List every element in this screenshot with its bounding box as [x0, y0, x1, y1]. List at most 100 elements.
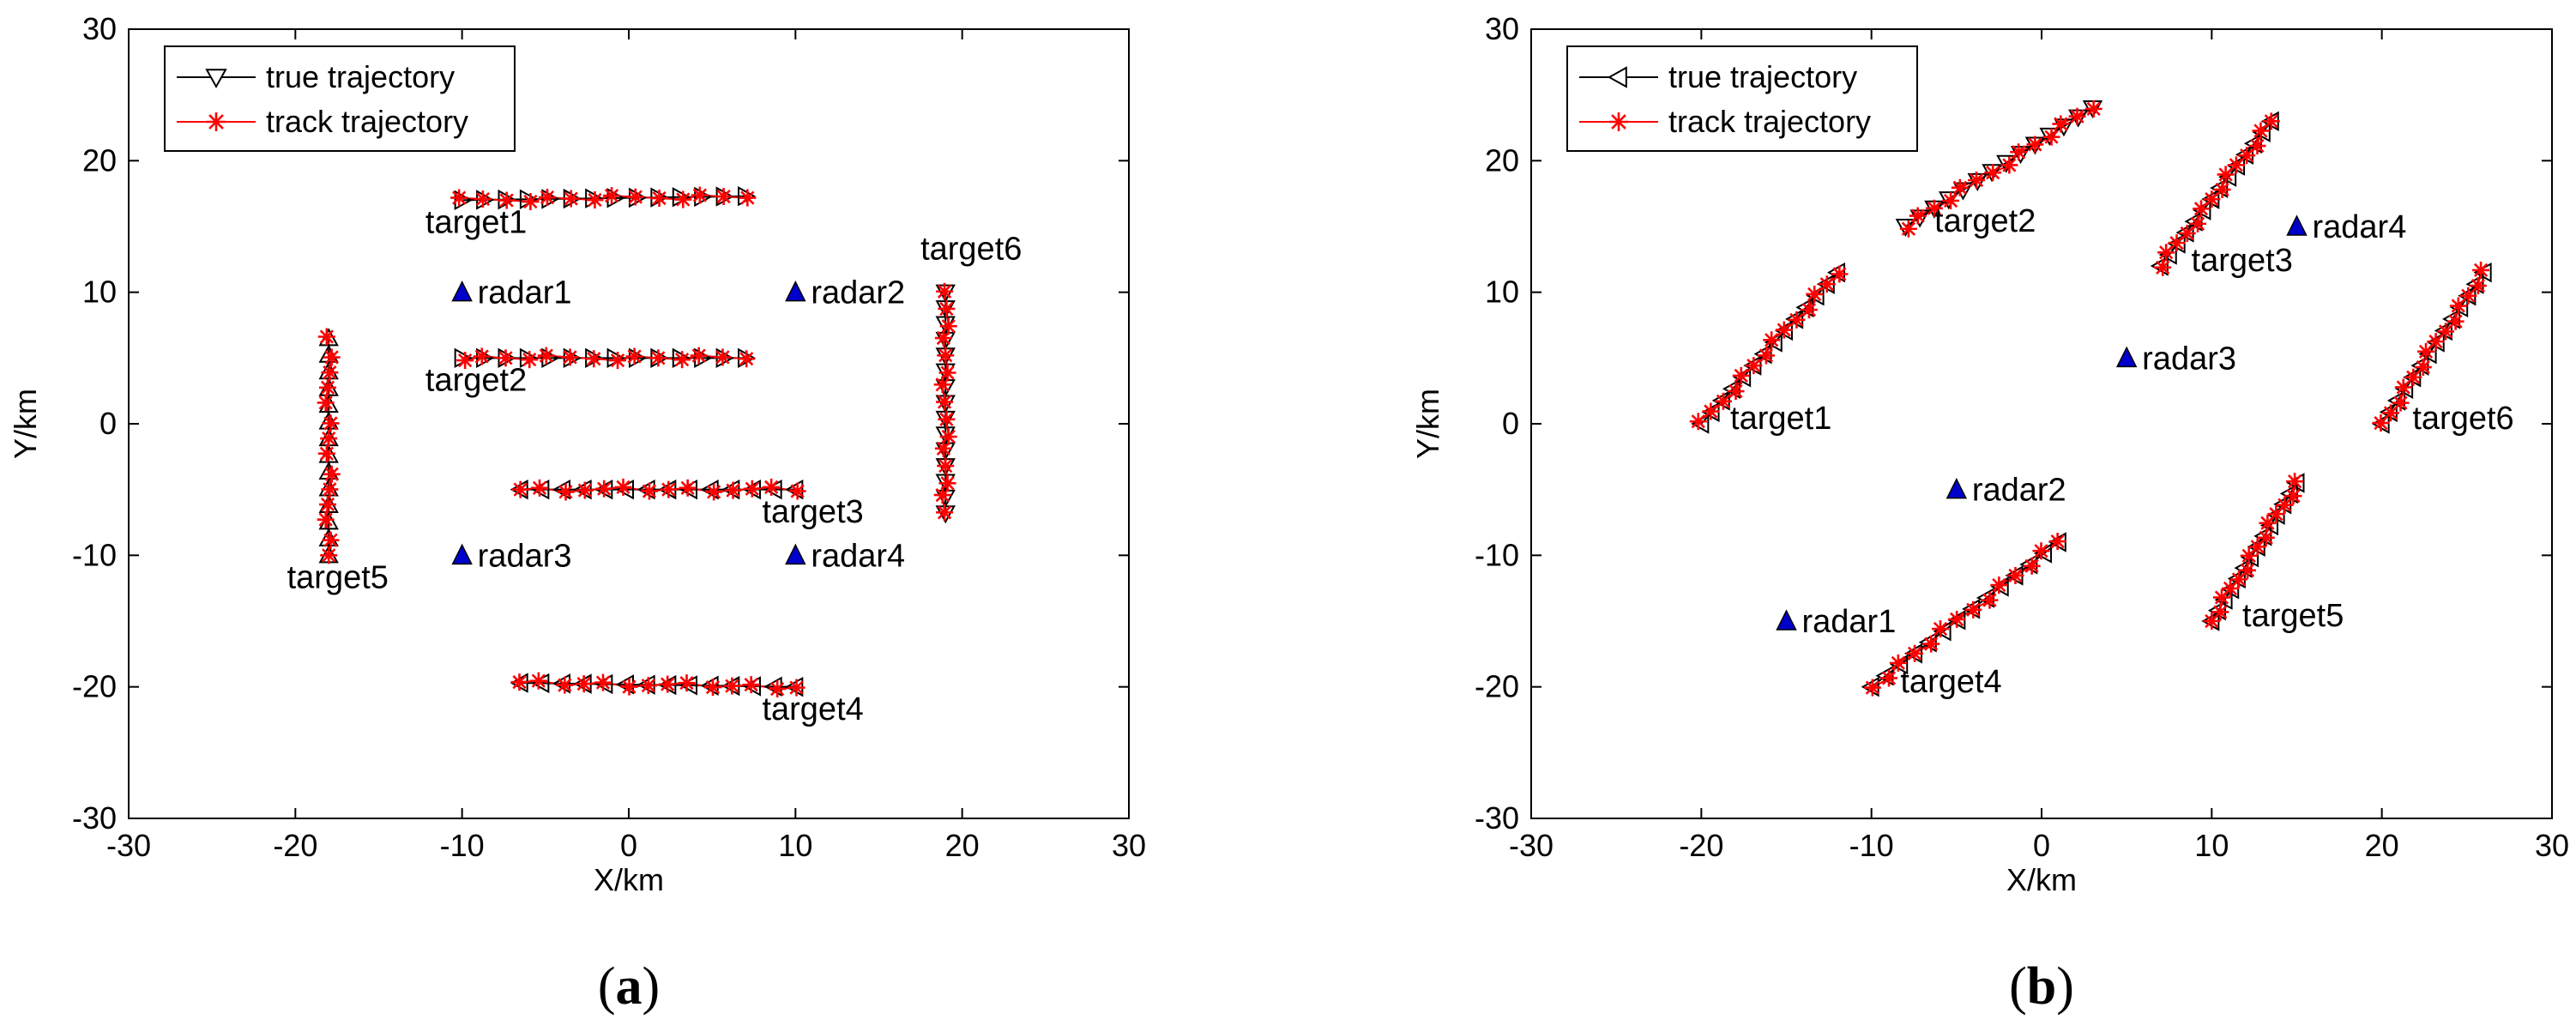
star-stroke [740, 190, 755, 205]
x-tick-label: -30 [106, 828, 151, 863]
track-trajectory-marker [1763, 331, 1781, 349]
track-trajectory-marker [1880, 669, 1898, 687]
star-stroke [770, 681, 785, 697]
star-stroke [2286, 489, 2301, 504]
track-trajectory-marker [1689, 413, 1707, 431]
star-stroke [323, 416, 338, 431]
track-trajectory-marker [715, 188, 733, 206]
x-tick-label: -30 [1509, 828, 1553, 863]
star-stroke [2393, 395, 2408, 410]
track-trajectory-marker [1732, 366, 1750, 384]
track-trajectory-marker [691, 186, 709, 204]
legend: true trajectory track trajectory [164, 45, 516, 152]
radar-label: radar2 [1972, 473, 2066, 509]
star-stroke [745, 481, 759, 496]
star-stroke [1901, 221, 1916, 236]
track-trajectory-marker [321, 364, 339, 382]
star-stroke [790, 484, 805, 498]
track-trajectory-marker [639, 677, 657, 695]
track-trajectory-marker [742, 676, 760, 694]
caption-letter: b [2027, 957, 2056, 1016]
y-tick-label: 20 [82, 142, 117, 178]
track-trajectory-marker [788, 482, 806, 500]
legend-track-marker [207, 112, 226, 131]
star-stroke [691, 348, 706, 363]
star-stroke [1982, 593, 1997, 607]
x-tick-label: -10 [1849, 828, 1894, 863]
star-stroke [789, 680, 804, 695]
star-stroke [692, 188, 707, 202]
star-stroke [322, 431, 336, 446]
track-trajectory-marker [609, 352, 627, 370]
track-trajectory-marker [1981, 591, 1999, 609]
target-target1: target1 [425, 186, 757, 241]
star-stroke [1969, 172, 1984, 188]
star-stroke [676, 192, 691, 207]
star-stroke [2012, 145, 2026, 160]
star-stroke [2470, 278, 2486, 293]
track-trajectory-marker [1899, 220, 1917, 238]
radar-marker [1946, 477, 1968, 499]
star-stroke [739, 352, 754, 366]
star-stroke [627, 349, 642, 364]
x-axis-label: X/km [2006, 862, 2077, 897]
radar-label: radar4 [811, 538, 905, 574]
legend-track-label: track trajectory [266, 104, 468, 139]
radar-radar3: radar3 [2115, 341, 2236, 377]
track-trajectory-marker [1757, 347, 1775, 365]
track-trajectory-marker [557, 483, 575, 501]
track-trajectory-marker [521, 351, 539, 369]
star-stroke [1807, 287, 1822, 302]
star-stroke [523, 194, 538, 209]
target-target2: target2 [425, 347, 757, 399]
star-stroke [1986, 166, 2000, 180]
track-trajectory-marker [641, 482, 659, 500]
track-trajectory-marker [936, 393, 954, 411]
radar-radar4: radar4 [2286, 209, 2407, 245]
star-stroke [2024, 558, 2039, 573]
chart-panel-a: -30 -20 -10 0 10 20 30 -30 -20 -10 0 10 20 30 X/km Y/km… [8, 11, 1146, 1016]
track-trajectory-marker [1818, 275, 1836, 293]
target-label: target5 [287, 560, 389, 596]
track-trajectory-marker [498, 191, 516, 209]
track-trajectory-marker [1984, 164, 2002, 182]
star-stroke [937, 505, 952, 520]
target-label: target1 [425, 205, 527, 241]
track-trajectory-marker [2203, 613, 2221, 630]
x-tick-label: -20 [273, 828, 317, 863]
star-stroke [458, 353, 473, 368]
radar-marker [785, 543, 806, 565]
star-stroke [475, 191, 491, 207]
target-target5: target5 [2201, 473, 2344, 634]
star-stroke [1819, 277, 1834, 292]
star-stroke [1611, 114, 1626, 130]
track-trajectory-marker [705, 483, 723, 501]
x-tick-label: 30 [2535, 828, 2569, 863]
star-stroke [616, 480, 630, 495]
star-stroke [2054, 117, 2068, 131]
star-stroke [2473, 263, 2489, 278]
track-trajectory-marker [1942, 191, 1960, 209]
track-trajectory-marker [2052, 115, 2070, 133]
star-stroke [622, 679, 636, 694]
x-axis-label: X/km [594, 862, 664, 897]
track-trajectory-marker [317, 394, 335, 412]
track-trajectory-marker [723, 677, 741, 695]
star-stroke [1734, 368, 1748, 383]
target-target6: target6 [2371, 261, 2514, 437]
y-tick-label: -30 [72, 800, 117, 836]
star-stroke [937, 395, 952, 409]
radar-label: radar4 [2313, 209, 2407, 245]
star-stroke [474, 349, 489, 364]
star-stroke [679, 676, 694, 691]
legend-true-label: true trajectory [266, 59, 455, 94]
track-trajectory-marker [2154, 258, 2172, 276]
star-stroke [532, 480, 547, 495]
track-trajectory-marker [2472, 261, 2490, 279]
track-trajectory-marker [510, 673, 528, 691]
track-trajectory-marker [323, 465, 341, 483]
caption-letter: a [616, 957, 642, 1016]
y-tick-label: -10 [1475, 537, 1519, 572]
star-stroke [2008, 568, 2023, 583]
track-trajectory-marker [2248, 137, 2266, 155]
